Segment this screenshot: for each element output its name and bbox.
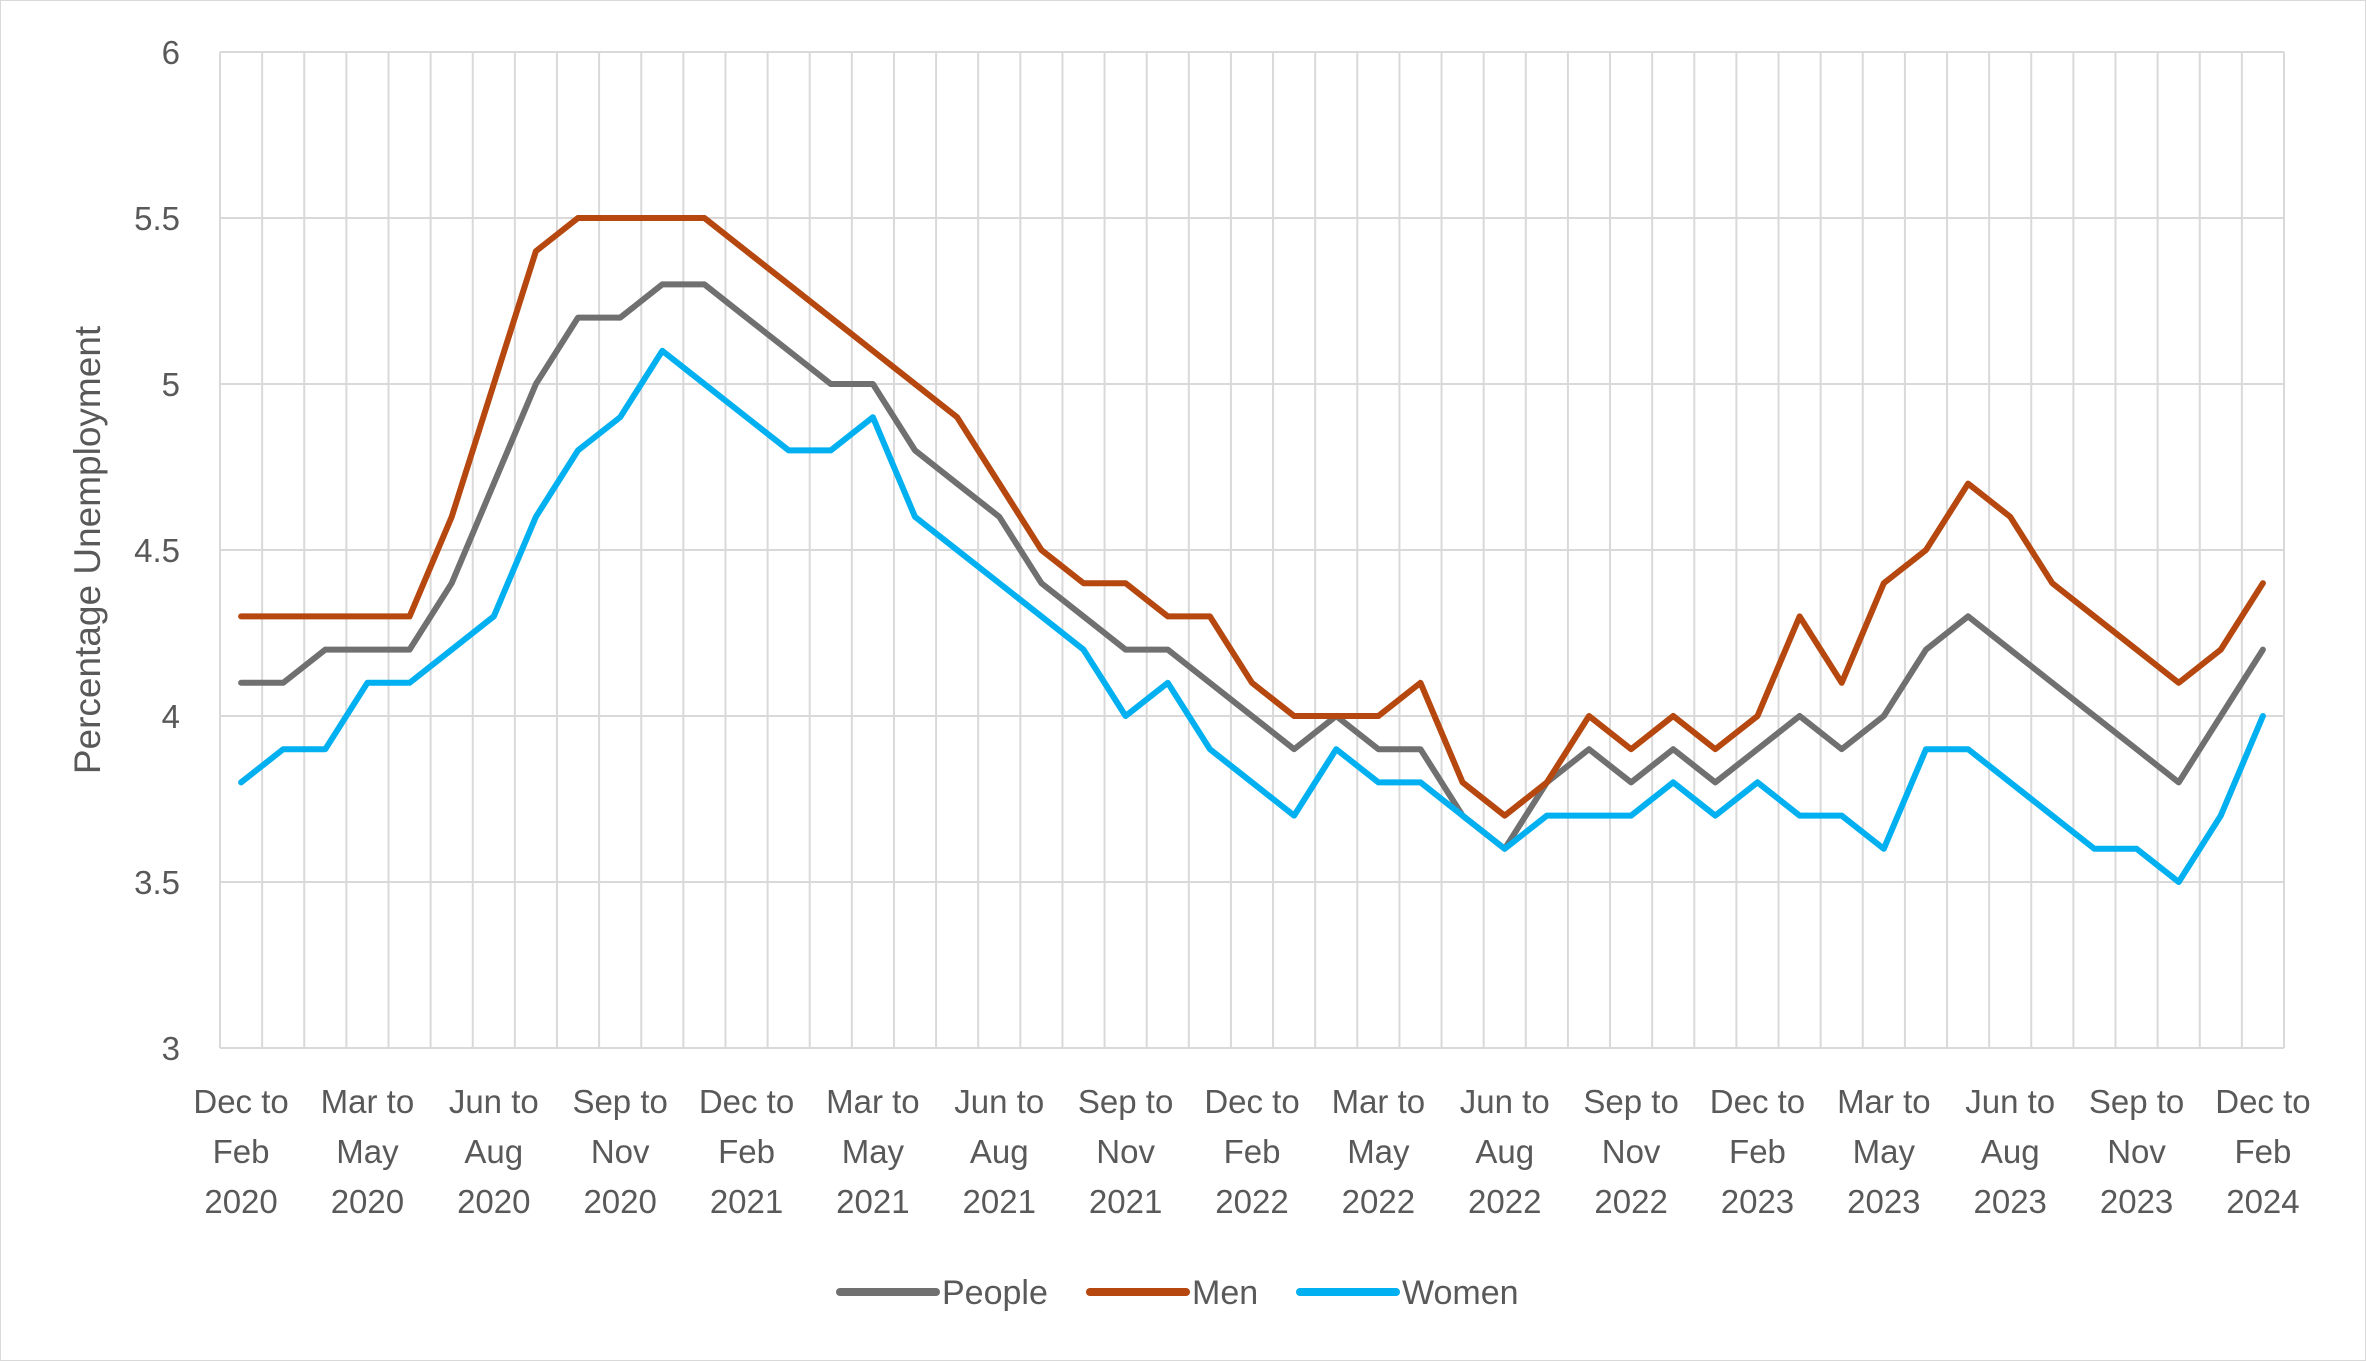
y-tick-label: 5 (162, 366, 180, 403)
x-tick-label: Dec to Feb 2020 (193, 1083, 288, 1220)
x-tick-label: Jun to Aug 2020 (449, 1083, 539, 1220)
x-tick-label: Dec to Feb 2022 (1204, 1083, 1299, 1220)
x-tick-label: Dec to Feb 2021 (699, 1083, 794, 1220)
y-tick-label: 6 (162, 34, 180, 71)
legend: People Men Women (836, 1274, 1519, 1312)
x-tick-label: Dec to Feb 2023 (1710, 1083, 1805, 1220)
y-axis-ticks: 3 3.5 4 4.5 5 5.5 6 (134, 34, 180, 1067)
legend-label-women: Women (1402, 1274, 1519, 1312)
legend-label-people: People (942, 1274, 1048, 1312)
x-axis-ticks: Dec to Feb 2020 Mar to May 2020 Jun to Aug 2020 S… (193, 1083, 2310, 1220)
x-tick-label: Sep to Nov 2020 (572, 1083, 667, 1220)
series-lines (238, 215, 2266, 885)
x-tick-label: Jun to Aug 2022 (1460, 1083, 1550, 1220)
x-tick-label: Sep to Nov 2022 (1583, 1083, 1678, 1220)
y-tick-label: 5.5 (134, 200, 180, 237)
y-tick-label: 3.5 (134, 864, 180, 901)
x-tick-label: Mar to May 2021 (826, 1083, 920, 1220)
y-tick-label: 3 (162, 1030, 180, 1067)
x-tick-label: Sep to Nov 2023 (2089, 1083, 2184, 1220)
x-tick-label: Mar to May 2022 (1332, 1083, 1426, 1220)
legend-label-men: Men (1192, 1274, 1258, 1312)
y-tick-label: 4.5 (134, 532, 180, 569)
x-tick-label: Mar to May 2023 (1837, 1083, 1931, 1220)
x-tick-label: Jun to Aug 2023 (1965, 1083, 2055, 1220)
gridlines (219, 51, 2285, 1049)
series-line-men (238, 215, 2266, 819)
y-tick-label: 4 (162, 698, 180, 735)
y-axis-label: Percentage Unemployment (67, 325, 108, 774)
x-tick-label: Jun to Aug 2021 (954, 1083, 1044, 1220)
series-line-women (238, 347, 2266, 885)
x-tick-label: Dec to Feb 2024 (2215, 1083, 2310, 1220)
x-tick-label: Mar to May 2020 (321, 1083, 415, 1220)
series-line-people (238, 281, 2266, 852)
x-tick-label: Sep to Nov 2021 (1078, 1083, 1173, 1220)
